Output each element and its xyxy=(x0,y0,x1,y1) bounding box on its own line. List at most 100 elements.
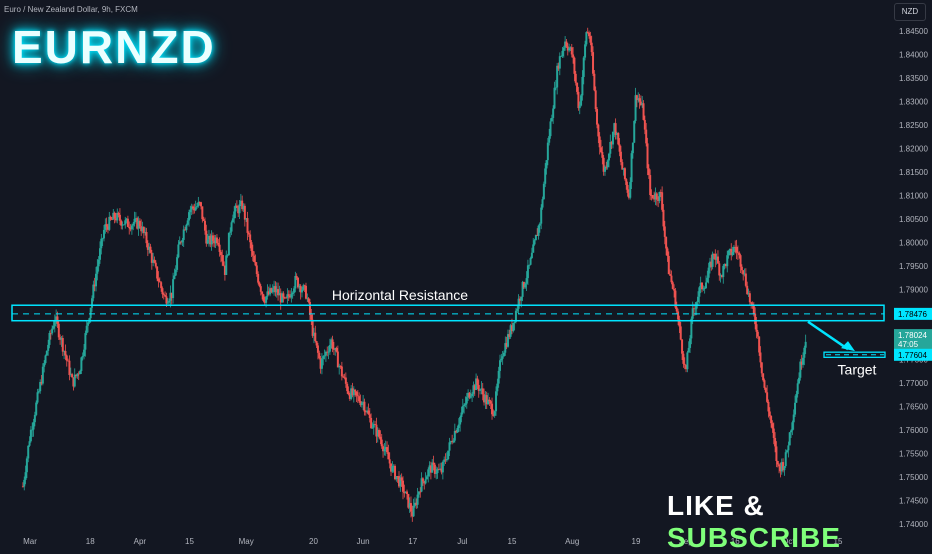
candle-body xyxy=(499,360,502,371)
candle-body xyxy=(444,459,447,461)
candle-body xyxy=(47,344,50,351)
candle-body xyxy=(706,277,709,283)
candle-body xyxy=(727,250,730,256)
candle-body xyxy=(138,220,141,227)
candle-body xyxy=(635,95,638,101)
candle-body xyxy=(315,341,318,346)
candle-body xyxy=(764,387,767,393)
candle-body xyxy=(294,275,297,289)
candle-body xyxy=(132,223,135,226)
candle-body xyxy=(424,479,427,484)
candle-body xyxy=(589,36,592,43)
candle-body xyxy=(420,478,423,492)
candle-body xyxy=(538,223,541,226)
candle-body xyxy=(480,388,483,390)
candle-body xyxy=(40,381,43,384)
candle-body xyxy=(343,377,346,379)
candle-body xyxy=(581,76,584,96)
candle-body xyxy=(323,355,326,357)
candle-body xyxy=(570,47,573,55)
candle-body xyxy=(719,275,722,277)
brand-title: EURNZD xyxy=(12,21,216,73)
candle-body xyxy=(566,46,569,51)
candle-body xyxy=(795,394,798,403)
candle-body xyxy=(166,302,169,304)
candle-body xyxy=(64,351,67,356)
y-tick-label: 1.75000 xyxy=(899,473,928,482)
candle-body xyxy=(117,213,120,215)
candle-body xyxy=(433,464,436,474)
candle-body xyxy=(121,224,124,226)
candle-body xyxy=(372,424,375,428)
candle-body xyxy=(710,261,713,267)
candle-body xyxy=(412,505,415,517)
y-tick-label: 1.75500 xyxy=(899,450,928,459)
candle-body xyxy=(569,47,572,49)
candle-body xyxy=(48,333,51,345)
candle-body xyxy=(738,252,741,256)
candle-body xyxy=(41,366,44,384)
candle-body xyxy=(638,98,641,102)
candle-body xyxy=(170,292,173,299)
candle-body xyxy=(556,65,559,88)
candle-body xyxy=(597,124,600,137)
candle-body xyxy=(607,153,610,161)
candle-body xyxy=(501,356,504,359)
candle-body xyxy=(144,232,147,234)
candle-body xyxy=(129,228,132,230)
candle-body xyxy=(250,242,253,251)
candle-body xyxy=(300,289,303,293)
candle-body xyxy=(453,430,456,441)
candle-body xyxy=(679,326,682,340)
candle-body xyxy=(425,476,428,480)
candle-body xyxy=(694,308,697,310)
candle-body xyxy=(108,216,111,230)
candle-body xyxy=(289,295,292,298)
candle-body xyxy=(73,374,76,387)
candle-body xyxy=(533,240,536,245)
countdown-tag: 47:05 xyxy=(898,340,919,349)
candle-body xyxy=(97,259,100,267)
candle-body xyxy=(45,350,48,356)
candle-body xyxy=(505,343,508,347)
candle-body xyxy=(118,214,121,221)
candle-body xyxy=(351,388,354,396)
candle-body xyxy=(293,288,296,293)
candle-body xyxy=(712,253,715,255)
candle-body xyxy=(251,250,254,256)
y-tick-label: 1.81500 xyxy=(899,168,928,177)
candle-body xyxy=(350,388,353,399)
candle-body xyxy=(180,241,183,243)
candle-body xyxy=(718,263,721,276)
candle-body xyxy=(606,160,609,168)
candle-body xyxy=(403,491,406,494)
candle-body xyxy=(396,476,399,477)
candle-body xyxy=(526,265,529,279)
candle-body xyxy=(374,424,377,425)
candle-body xyxy=(613,123,616,132)
like-subscribe-banner: LIKE & SUBSCRIBE xyxy=(667,490,932,554)
candle-body xyxy=(605,166,608,168)
candle-body xyxy=(238,204,241,214)
candle-body xyxy=(662,209,665,227)
candle-body xyxy=(297,277,300,288)
candle-body xyxy=(266,291,269,297)
candle-body xyxy=(102,229,105,239)
candle-body xyxy=(405,491,408,494)
candle-body xyxy=(203,220,206,231)
candle-body xyxy=(711,253,714,267)
candle-body xyxy=(158,281,161,283)
candle-body xyxy=(176,257,179,270)
candle-body xyxy=(145,232,148,244)
candle-body xyxy=(736,252,739,254)
candle-body xyxy=(230,222,233,232)
candle-body xyxy=(423,481,426,484)
candle-body xyxy=(463,404,466,407)
candle-body xyxy=(522,281,525,288)
candle-body xyxy=(390,463,393,472)
candle-body xyxy=(331,339,334,350)
currency-badge[interactable]: NZD xyxy=(894,3,926,21)
candle-body xyxy=(528,264,531,266)
candle-body xyxy=(140,226,143,232)
candle-body xyxy=(787,445,790,451)
